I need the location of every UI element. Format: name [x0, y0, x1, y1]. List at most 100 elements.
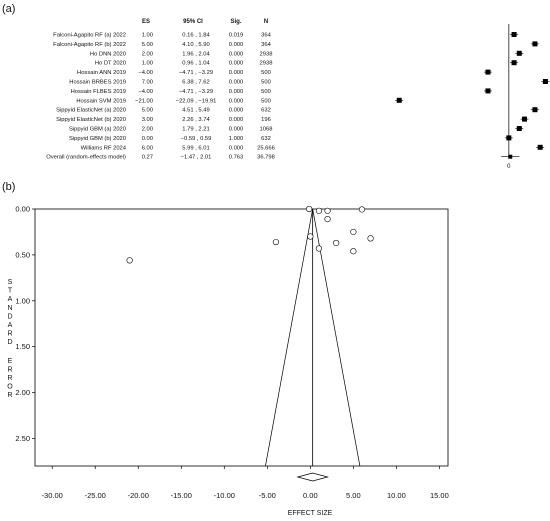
study-label-6: Hossain FLBES 2019	[71, 89, 126, 95]
y-tick-label-1: 0.50	[15, 250, 30, 259]
funnel-point-1	[324, 207, 331, 214]
forest-marker-9	[522, 116, 528, 122]
es-value-5: 7.00	[142, 80, 153, 86]
funnel-point-0	[315, 207, 323, 214]
ci-value-11: −0.59 , 0.59	[181, 136, 212, 142]
forest-plot: 0	[395, 24, 550, 170]
ci-value-2: 1.96 , 2.04	[182, 51, 210, 57]
x-tick-label-3: -15.00	[171, 491, 192, 500]
es-value-6: −4.00	[138, 89, 153, 95]
y-tick-label-4: 2.00	[15, 388, 30, 397]
ylabel-letter-0-4: D	[7, 313, 12, 320]
header-ci: 95% CI	[183, 19, 203, 25]
forest-marker-3	[511, 60, 517, 66]
forest-marker-12	[537, 144, 543, 150]
n-value-10: 1068	[260, 127, 273, 133]
sig-value-9: 0.000	[229, 117, 244, 123]
sig-value-6: 0.000	[229, 89, 244, 95]
ci-value-3: 0.96 , 1.04	[182, 61, 210, 67]
ylabel-letter-0-5: A	[8, 322, 13, 329]
study-label-5: Hossain BRBES 2019	[69, 80, 126, 86]
study-label-1: Falconi-Agapito RF (b) 2022	[53, 42, 126, 48]
es-value-4: −4.00	[138, 70, 153, 76]
x-tick-label-6: 0.00	[303, 491, 318, 500]
forest-rows: Falconi-Agapito RF (a) 2022 1.00 0.16 , 1.…	[46, 33, 275, 161]
ci-value-7: −22.09 , −19.91	[176, 98, 217, 104]
study-label-8: Sippyid ElasticNet (a) 2020	[56, 108, 126, 114]
ylabel-letter-0-7: D	[7, 339, 12, 346]
forest-marker-1	[532, 41, 538, 47]
study-label-11: Sippyid GBM (b) 2020	[69, 136, 126, 142]
funnel-point-6	[272, 238, 280, 246]
sig-value-1: 0.000	[229, 42, 244, 48]
n-value-13: 36.798	[257, 155, 275, 161]
study-label-12: Williams RF 2024	[81, 145, 127, 151]
es-value-11: 0.00	[142, 136, 153, 142]
forest-zero-label: 0	[507, 164, 511, 170]
n-value-12: 25.666	[257, 145, 275, 151]
header-es: ES	[142, 19, 150, 25]
study-label-10: Sippyid GBM (a) 2020	[69, 127, 126, 133]
ylabel-letter-0-6: R	[7, 331, 12, 338]
sig-value-12: 0.000	[229, 145, 244, 151]
ylabel-letter-1-1: R	[7, 366, 12, 373]
n-value-1: 364	[261, 42, 271, 48]
x-tick-label-1: -25.00	[85, 491, 106, 500]
es-value-3: 1.00	[142, 61, 153, 67]
sig-value-0: 0.019	[229, 33, 244, 39]
ci-value-9: 2.26 , 3.74	[182, 117, 210, 123]
funnel-right-limit	[312, 208, 361, 467]
sig-value-2: 0.000	[229, 51, 244, 57]
sig-value-5: 0.000	[229, 80, 244, 86]
ci-value-8: 4.51 , 5.49	[182, 108, 209, 114]
funnel-left-limit	[265, 208, 314, 467]
n-value-6: 500	[261, 89, 271, 95]
n-value-8: 632	[261, 108, 271, 114]
sig-value-3: 0.000	[229, 61, 244, 67]
y-tick-label-5: 2.50	[15, 434, 30, 443]
header-n: N	[264, 19, 268, 25]
funnel-point-4	[350, 248, 357, 255]
n-value-7: 500	[261, 98, 271, 104]
n-value-11: 632	[261, 136, 271, 142]
ci-value-4: −4.71 , −3.29	[179, 70, 213, 76]
ylabel-letter-1-2: R	[7, 375, 12, 382]
funnel-point-2	[358, 206, 366, 213]
funnel-point-11	[307, 233, 314, 240]
y-tick-label-0: 0.00	[15, 205, 30, 214]
forest-marker-0	[511, 32, 517, 37]
x-tick-label-4: -10.00	[214, 491, 235, 500]
panel-b-label: (b)	[2, 181, 15, 193]
funnel-point-12	[306, 205, 313, 213]
y-tick-label-2: 1.00	[15, 296, 30, 305]
panel-a-label: (a)	[2, 3, 15, 15]
es-value-7: −21.00	[135, 98, 153, 104]
sig-value-10: 0.000	[229, 127, 244, 133]
x-tick-label-2: -20.00	[128, 491, 149, 500]
sig-value-11: 1.000	[229, 136, 244, 142]
funnel-xlabel: EFFECT SIZE	[288, 510, 333, 517]
ylabel-letter-1-3: O	[7, 384, 13, 391]
ylabel-letter-1-4: R	[7, 392, 12, 399]
funnel-point-9	[350, 228, 357, 236]
es-value-8: 5.00	[142, 108, 153, 114]
x-tick-label-7: 5.00	[346, 491, 361, 500]
es-value-0: 1.00	[142, 33, 153, 39]
ci-value-5: 6.38 , 7.62	[182, 80, 209, 86]
ylabel-letter-1-0: E	[8, 358, 13, 365]
funnel-point-7	[367, 235, 374, 242]
study-label-13: Overall (random-effects model)	[46, 155, 126, 161]
sig-value-8: 0.000	[229, 108, 244, 114]
forest-marker-6	[485, 88, 491, 94]
x-tick-label-9: 15.00	[430, 491, 449, 500]
n-value-9: 196	[261, 117, 271, 123]
funnel-point-5	[324, 215, 331, 223]
study-label-0: Falconi-Agapito RF (a) 2022	[53, 33, 126, 39]
funnel-plot: 0.00 0.50 1.00 1.50 2.00 2.50 -30.00 -25.00 -20.…	[15, 205, 448, 501]
funnel-point-3	[315, 245, 323, 252]
y-tick-label-3: 1.50	[15, 342, 30, 351]
ylabel-letter-0-3: N	[7, 305, 12, 312]
x-tick-label-0: -30.00	[42, 491, 63, 500]
es-value-1: 5.00	[142, 42, 153, 48]
